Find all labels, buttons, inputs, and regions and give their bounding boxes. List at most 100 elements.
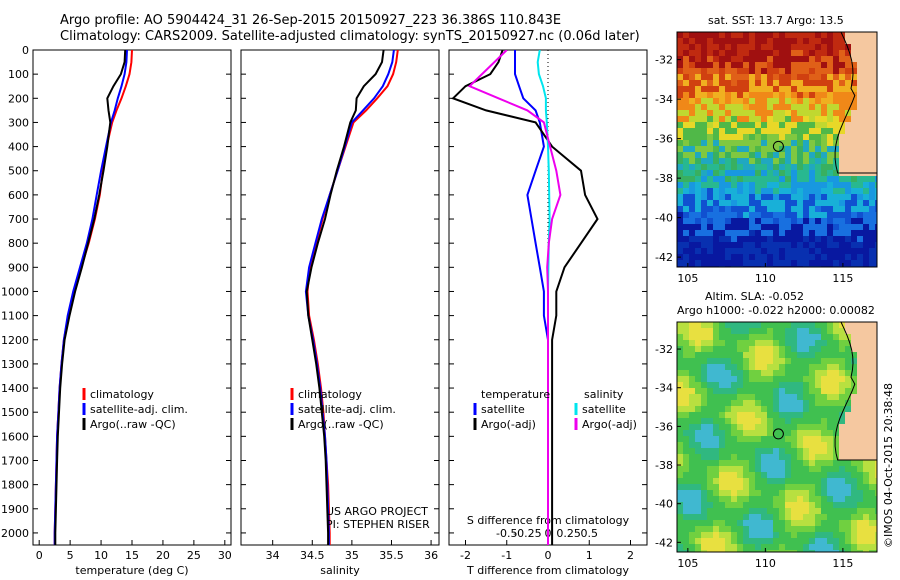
map-cell bbox=[869, 104, 875, 110]
map-cell bbox=[683, 550, 689, 552]
map-cell bbox=[761, 242, 767, 248]
map-cell bbox=[863, 322, 869, 328]
map-cell bbox=[779, 436, 785, 442]
map-cell bbox=[851, 38, 857, 44]
map-cell bbox=[761, 514, 767, 520]
map-cell bbox=[827, 116, 833, 122]
map-cell bbox=[875, 400, 877, 406]
map-cell bbox=[875, 200, 877, 206]
map-cell bbox=[707, 170, 713, 176]
map-cell bbox=[713, 182, 719, 188]
map-cell bbox=[845, 68, 851, 74]
map-cell bbox=[797, 340, 803, 346]
map-cell bbox=[803, 68, 809, 74]
map-cell bbox=[737, 334, 743, 340]
map-cell bbox=[815, 364, 821, 370]
map-cell bbox=[683, 424, 689, 430]
map-cell bbox=[797, 352, 803, 358]
map-cell bbox=[689, 478, 695, 484]
map-cell bbox=[791, 188, 797, 194]
map-cell bbox=[761, 436, 767, 442]
map-cell bbox=[839, 346, 845, 352]
map-cell bbox=[767, 86, 773, 92]
map-cell bbox=[725, 164, 731, 170]
map-cell bbox=[701, 502, 707, 508]
map-cell bbox=[731, 206, 737, 212]
map-cell bbox=[845, 544, 851, 550]
map-cell bbox=[863, 358, 869, 364]
map-cell bbox=[743, 520, 749, 526]
map-cell bbox=[815, 394, 821, 400]
map-cell bbox=[821, 448, 827, 454]
map-cell bbox=[767, 406, 773, 412]
map-cell bbox=[863, 62, 869, 68]
map-cell bbox=[689, 104, 695, 110]
map-cell bbox=[797, 242, 803, 248]
map-cell bbox=[833, 44, 839, 50]
map-cell bbox=[863, 74, 869, 80]
map-cell bbox=[809, 32, 815, 38]
map-cell bbox=[689, 80, 695, 86]
map-cell bbox=[869, 140, 875, 146]
map-cell bbox=[833, 188, 839, 194]
map-cell bbox=[743, 50, 749, 56]
map-cell bbox=[869, 122, 875, 128]
map-cell bbox=[701, 394, 707, 400]
map-cell bbox=[743, 364, 749, 370]
map-cell bbox=[821, 436, 827, 442]
map-cell bbox=[773, 182, 779, 188]
map-cell bbox=[833, 520, 839, 526]
map-cell bbox=[761, 146, 767, 152]
map-cell bbox=[773, 478, 779, 484]
map-cell bbox=[689, 436, 695, 442]
map-cell bbox=[719, 418, 725, 424]
map-cell bbox=[677, 92, 683, 98]
map-cell bbox=[845, 254, 851, 260]
map-cell bbox=[761, 502, 767, 508]
map-cell bbox=[749, 164, 755, 170]
map-cell bbox=[719, 550, 725, 552]
map-cell bbox=[851, 490, 857, 496]
map-cell bbox=[857, 92, 863, 98]
map-cell bbox=[809, 394, 815, 400]
map-cell bbox=[833, 146, 839, 152]
map-cell bbox=[791, 412, 797, 418]
map-cell bbox=[815, 496, 821, 502]
map-cell bbox=[689, 170, 695, 176]
map-cell bbox=[695, 376, 701, 382]
map-cell bbox=[689, 152, 695, 158]
map-cell bbox=[773, 122, 779, 128]
map-cell bbox=[677, 152, 683, 158]
map-cell bbox=[773, 44, 779, 50]
map-cell bbox=[785, 98, 791, 104]
map-cell bbox=[737, 44, 743, 50]
map-cell bbox=[839, 248, 845, 254]
map-cell bbox=[713, 146, 719, 152]
map-cell bbox=[791, 32, 797, 38]
map-cell bbox=[791, 56, 797, 62]
map-cell bbox=[719, 466, 725, 472]
map-cell bbox=[821, 38, 827, 44]
map-cell bbox=[845, 176, 851, 182]
map-cell bbox=[689, 466, 695, 472]
map-cell bbox=[851, 164, 857, 170]
map-cell bbox=[773, 496, 779, 502]
map-cell bbox=[815, 370, 821, 376]
map-cell bbox=[701, 544, 707, 550]
map-cell bbox=[833, 328, 839, 334]
map-cell bbox=[863, 484, 869, 490]
coastline bbox=[834, 321, 877, 461]
map-cell bbox=[791, 38, 797, 44]
map-cell bbox=[683, 346, 689, 352]
map-cell bbox=[749, 526, 755, 532]
map-cell bbox=[683, 128, 689, 134]
map-cell bbox=[761, 460, 767, 466]
map-cell bbox=[833, 352, 839, 358]
x-tick-label: 1 bbox=[586, 549, 593, 562]
map-cell bbox=[707, 200, 713, 206]
map-cell bbox=[731, 86, 737, 92]
map-cell bbox=[845, 436, 851, 442]
map-cell bbox=[785, 448, 791, 454]
map-cell bbox=[797, 128, 803, 134]
map-cell bbox=[707, 376, 713, 382]
